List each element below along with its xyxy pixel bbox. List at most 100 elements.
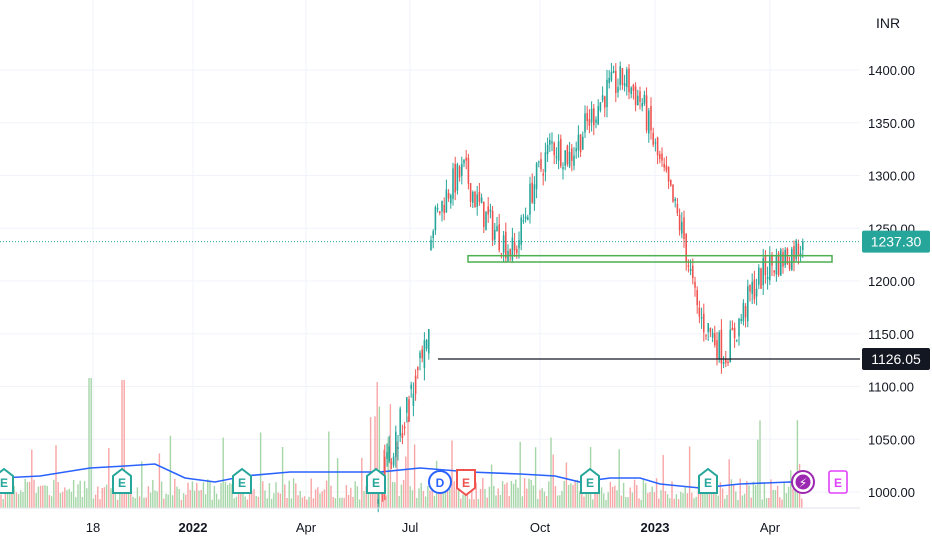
event-marker-earnings[interactable]: E — [698, 467, 718, 494]
candle-body[interactable] — [417, 367, 419, 371]
candle-body[interactable] — [749, 285, 751, 292]
event-marker-earnings-upcoming[interactable]: E — [828, 470, 848, 494]
candle-body[interactable] — [597, 106, 599, 125]
candle-body[interactable] — [513, 242, 516, 251]
candle-body[interactable] — [502, 235, 505, 253]
candle-body[interactable] — [599, 102, 602, 111]
candle-body[interactable] — [755, 288, 758, 297]
candle-body[interactable] — [769, 256, 771, 281]
candle-body[interactable] — [564, 150, 566, 166]
candle-body[interactable] — [395, 431, 397, 457]
candle-body[interactable] — [461, 163, 463, 176]
candle-body[interactable] — [773, 270, 775, 273]
candle-body[interactable] — [474, 191, 476, 208]
candle-body[interactable] — [450, 195, 452, 204]
candle-body[interactable] — [553, 142, 555, 156]
candle-body[interactable] — [696, 290, 698, 306]
candle-body[interactable] — [694, 281, 696, 288]
candle-body[interactable] — [711, 332, 714, 338]
candle-body[interactable] — [731, 328, 734, 331]
candle-body[interactable] — [707, 323, 709, 332]
candle-body[interactable] — [604, 96, 606, 108]
candle-body[interactable] — [700, 317, 703, 319]
candle-body[interactable] — [634, 86, 637, 106]
candle-body[interactable] — [505, 231, 507, 259]
candle-body[interactable] — [445, 189, 448, 213]
candle-body[interactable] — [623, 83, 626, 86]
candle-body[interactable] — [626, 69, 628, 88]
candle-body[interactable] — [610, 71, 613, 81]
candle-body[interactable] — [487, 206, 489, 215]
candle-body[interactable] — [401, 433, 404, 438]
candle-body[interactable] — [650, 106, 652, 131]
candle-body[interactable] — [722, 362, 725, 364]
candle-body[interactable] — [432, 231, 434, 239]
candle-body[interactable] — [436, 208, 439, 210]
candle-body[interactable] — [478, 191, 481, 202]
candle-body[interactable] — [681, 221, 683, 234]
candle-body[interactable] — [593, 108, 595, 126]
candle-body[interactable] — [661, 153, 663, 161]
candle-body[interactable] — [659, 154, 661, 159]
candle-body[interactable] — [652, 132, 654, 145]
candle-body[interactable] — [425, 340, 428, 349]
candle-body[interactable] — [716, 340, 718, 358]
candle-body[interactable] — [771, 254, 773, 266]
candle-body[interactable] — [419, 352, 421, 359]
candle-body[interactable] — [384, 456, 386, 488]
candle-body[interactable] — [762, 258, 764, 286]
candle-body[interactable] — [632, 84, 635, 91]
candle-body[interactable] — [551, 141, 553, 144]
candle-body[interactable] — [546, 144, 549, 155]
candle-body[interactable] — [588, 119, 591, 126]
candle-body[interactable] — [489, 209, 492, 212]
candle-body[interactable] — [560, 138, 562, 167]
price-axis[interactable]: INR 1000.00 1050.00 1100.00 1150.00 1200.00 1… — [862, 15, 930, 500]
candle-body[interactable] — [687, 265, 690, 267]
candle-body[interactable] — [637, 95, 639, 106]
candle-body[interactable] — [595, 119, 597, 123]
candle-body[interactable] — [676, 203, 679, 214]
candle-body[interactable] — [775, 256, 778, 275]
candle-body[interactable] — [533, 184, 536, 204]
candle-body[interactable] — [718, 332, 720, 360]
candle-body[interactable] — [472, 192, 474, 203]
candle-body[interactable] — [386, 452, 388, 459]
candle-body[interactable] — [573, 155, 575, 166]
candle-body[interactable] — [555, 156, 558, 158]
candle-body[interactable] — [678, 214, 681, 231]
candle-body[interactable] — [390, 462, 393, 464]
candle-body[interactable] — [476, 194, 478, 207]
candle-body[interactable] — [542, 173, 544, 176]
candle-body[interactable] — [654, 142, 657, 144]
candle-body[interactable] — [467, 157, 470, 184]
candle-body[interactable] — [511, 237, 514, 261]
event-marker-earnings[interactable]: E — [366, 467, 386, 494]
candle-body[interactable] — [403, 426, 406, 429]
candle-body[interactable] — [619, 66, 621, 86]
candle-body[interactable] — [577, 134, 580, 151]
candlesticks[interactable] — [377, 61, 804, 513]
candle-body[interactable] — [802, 241, 804, 251]
candle-body[interactable] — [665, 165, 668, 171]
candle-body[interactable] — [736, 339, 738, 341]
candle-body[interactable] — [645, 95, 648, 131]
candle-body[interactable] — [709, 327, 712, 333]
candle-body[interactable] — [729, 329, 731, 363]
candle-body[interactable] — [485, 211, 487, 231]
candle-body[interactable] — [410, 384, 412, 390]
candle-body[interactable] — [670, 179, 672, 186]
candle-body[interactable] — [423, 340, 426, 368]
event-marker-earnings-negative[interactable]: E — [456, 469, 476, 497]
candle-body[interactable] — [522, 220, 525, 222]
candle-body[interactable] — [509, 249, 511, 256]
candle-body[interactable] — [483, 201, 485, 227]
candle-body[interactable] — [698, 307, 701, 317]
candle-body[interactable] — [480, 197, 483, 204]
candle-body[interactable] — [434, 207, 437, 231]
candle-body[interactable] — [791, 248, 793, 270]
candle-body[interactable] — [672, 184, 674, 202]
candle-body[interactable] — [443, 205, 445, 214]
candle-body[interactable] — [606, 79, 608, 108]
candle-body[interactable] — [392, 456, 395, 466]
